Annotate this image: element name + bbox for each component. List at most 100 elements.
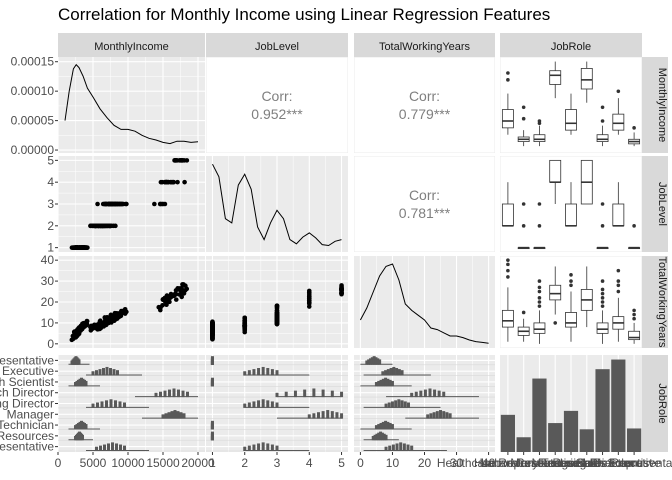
chart-title: Correlation for Monthly Income using Lin… [58,5,551,24]
y-tick-label: Manufacturing Director [0,397,54,411]
hist-bar [172,388,176,398]
hist-bar [371,435,375,441]
bar-sales-representative [627,428,642,452]
y-tick-label: 0.00015 [11,55,55,69]
hist-bar [275,402,279,408]
panel-jobrole-monthlyincome [58,355,205,452]
hist-bar [377,432,381,441]
x-tick-label: Sales Representative [577,456,672,470]
boxplot-outlier [506,71,510,75]
hist-bar [105,400,108,408]
panel-background [354,57,495,153]
hist-bar [442,411,446,419]
hist-bar [100,401,104,408]
panel-totalworkingyears-jobrole [500,256,642,348]
boxplot-manufacturing-director [565,273,577,342]
scatter-point [95,201,100,207]
hist-bar [397,399,401,408]
x-tick-label: Research Scientist [553,456,654,470]
scatter-point [104,320,110,326]
y-tick-label: Healthcare Representative [0,440,54,454]
scatter-point [173,158,178,163]
hist-bar [374,382,378,387]
hist-bar [381,378,385,387]
hist-bar [423,389,427,398]
hist-bar [389,368,393,376]
boxplot-outlier [506,78,510,82]
scatter-point [339,287,344,293]
hist-bar [321,389,325,398]
boxplot-research-scientist [596,202,609,250]
hist-laboratory-technician [58,420,205,430]
boxplot-outlier [632,126,636,130]
scatter-point [75,330,81,335]
boxplot-box [533,134,546,142]
scatter-point [118,201,124,207]
hist-bar [91,371,95,376]
hist-bar [406,402,410,408]
scatter-point [124,201,129,207]
boxplot-outlier [600,296,605,300]
hist-bar [252,401,256,408]
scatter-point [160,302,165,308]
boxplot-sales-executive [612,89,625,135]
hist-bar [390,424,394,430]
boxplot-outlier [616,283,621,288]
scatter-point [83,321,88,327]
scatter-point [171,179,176,185]
hist-bar [374,425,378,430]
hist-bar [77,359,81,365]
scatter-point [101,323,106,329]
boxplot-human-resources [517,105,530,147]
y-tick-label: Laboratory Technician [0,418,54,432]
hist-bar [303,389,307,398]
hist-bar [372,356,376,365]
scatter-point [158,307,163,313]
hist-bar [367,359,371,365]
hist-bar [406,444,410,451]
density-line [212,163,342,247]
column-strip [354,33,495,57]
scatter-point [111,316,117,322]
hist-bar [293,390,297,398]
scatter-point [109,201,115,207]
panel-joblevel-monthlyincome [58,156,205,252]
hist-bar [384,420,388,430]
boxplot-outlier [521,224,526,228]
corr-label: Corr: [261,88,292,104]
hist-bar [111,442,114,451]
panel-background [58,57,205,153]
hist-research-scientist [58,377,205,387]
boxplot-research-director [580,266,593,328]
hist-bar [84,424,88,430]
hist-bar [365,360,369,365]
boxplot-box [596,322,609,334]
corr-label: Corr: [409,88,440,104]
scatter-point [158,179,164,185]
hist-bar [261,366,265,376]
boxplot-outlier [537,300,542,304]
hist-bar [386,421,390,430]
hist-bar [164,413,168,419]
hist-bar [395,443,399,451]
boxplot-outlier [537,289,542,294]
panel-monthlyincome-joblevel: Corr: 0.952*** [206,57,348,153]
hist-manager [206,410,348,419]
hist-bar [439,410,443,419]
density-line [359,263,489,344]
scatter-point [73,334,79,340]
hist-bar [312,388,316,398]
boxplot-outlier [537,304,542,308]
hist-human-resources [206,431,348,441]
scatter-point [306,290,312,296]
hist-bar [388,445,392,451]
scatter-point [306,295,312,301]
boxplot-outlier [632,312,636,317]
y-tick-label: 20 [41,295,55,309]
hist-bar [210,424,214,430]
panel-jobrole-jobrole [500,355,642,452]
boxplot-manufacturing-director [565,182,577,227]
hist-bar [275,445,279,451]
x-tick-label: Manufacturing Director [510,456,631,470]
